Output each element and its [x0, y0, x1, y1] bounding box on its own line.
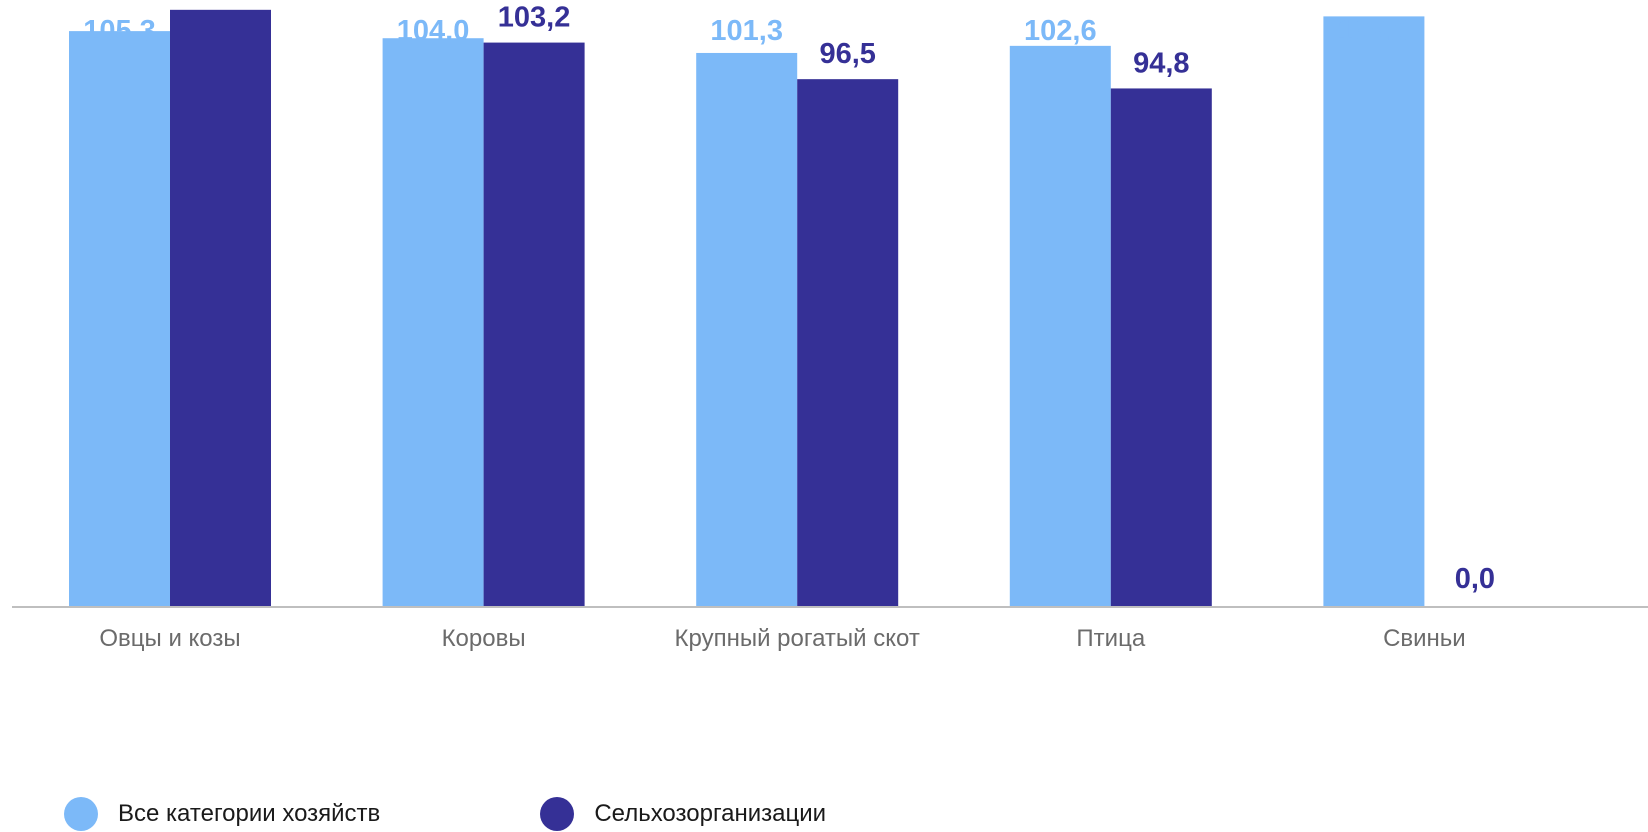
- category-labels-layer: Овцы и козы Коровы Крупный рогатый скот Пти…: [99, 625, 1465, 652]
- value-label-all-households-2: 101,3: [710, 15, 783, 47]
- bar-agri-organizations-2: [797, 79, 899, 606]
- value-label-all-households-0: 105,3: [83, 15, 156, 47]
- bar-all-households-3: [1009, 45, 1111, 607]
- category-label-0: Овцы и козы: [99, 625, 240, 652]
- value-label-agri-organizations-4: 0,0: [1455, 563, 1495, 595]
- value-label-agri-organizations-1: 103,2: [498, 2, 571, 34]
- legend-label-all-households: Все категории хозяйств: [118, 800, 381, 827]
- bar-chart: 105,3 109,2 104,0 103,2 101,3 96,5 102,6 94,8 10…: [12, 0, 1648, 652]
- category-label-3: Птица: [1076, 625, 1145, 652]
- value-label-all-households-1: 104,0: [397, 15, 470, 47]
- category-label-1: Коровы: [442, 625, 526, 652]
- value-labels-layer: 105,3 109,2 104,0 103,2 101,3 96,5 102,6 94,8 10…: [83, 0, 1495, 595]
- category-label-2: Крупный рогатый скот: [675, 625, 920, 652]
- value-label-agri-organizations-2: 96,5: [819, 38, 875, 70]
- legend-item-all-households: Все категории хозяйств: [64, 797, 380, 831]
- legend-label-agri-organizations: Сельхозорганизации: [594, 800, 827, 827]
- value-label-agri-organizations-3: 94,8: [1133, 47, 1189, 79]
- bar-agri-organizations-0: [170, 9, 271, 607]
- legend-item-agri-organizations: Сельхозорганизации: [540, 797, 826, 831]
- category-label-4: Свиньи: [1383, 625, 1466, 652]
- bar-all-households-4: [1323, 16, 1425, 607]
- value-label-agri-organizations-0: 109,2: [184, 0, 257, 1]
- legend-marker-agri-organizations: [540, 797, 575, 831]
- bars-layer: [69, 9, 1425, 607]
- legend-marker-all-households: [64, 797, 98, 831]
- value-label-all-households-4: 108,0: [1338, 15, 1411, 47]
- legend: Все категории хозяйств Сельхозорганизаци…: [64, 796, 826, 832]
- bar-agri-organizations-1: [483, 42, 585, 606]
- bar-all-households-1: [382, 38, 484, 607]
- bar-all-households-2: [696, 52, 798, 606]
- bar-agri-organizations-3: [1110, 88, 1212, 607]
- bar-all-households-0: [69, 31, 170, 607]
- value-label-all-households-3: 102,6: [1024, 15, 1097, 47]
